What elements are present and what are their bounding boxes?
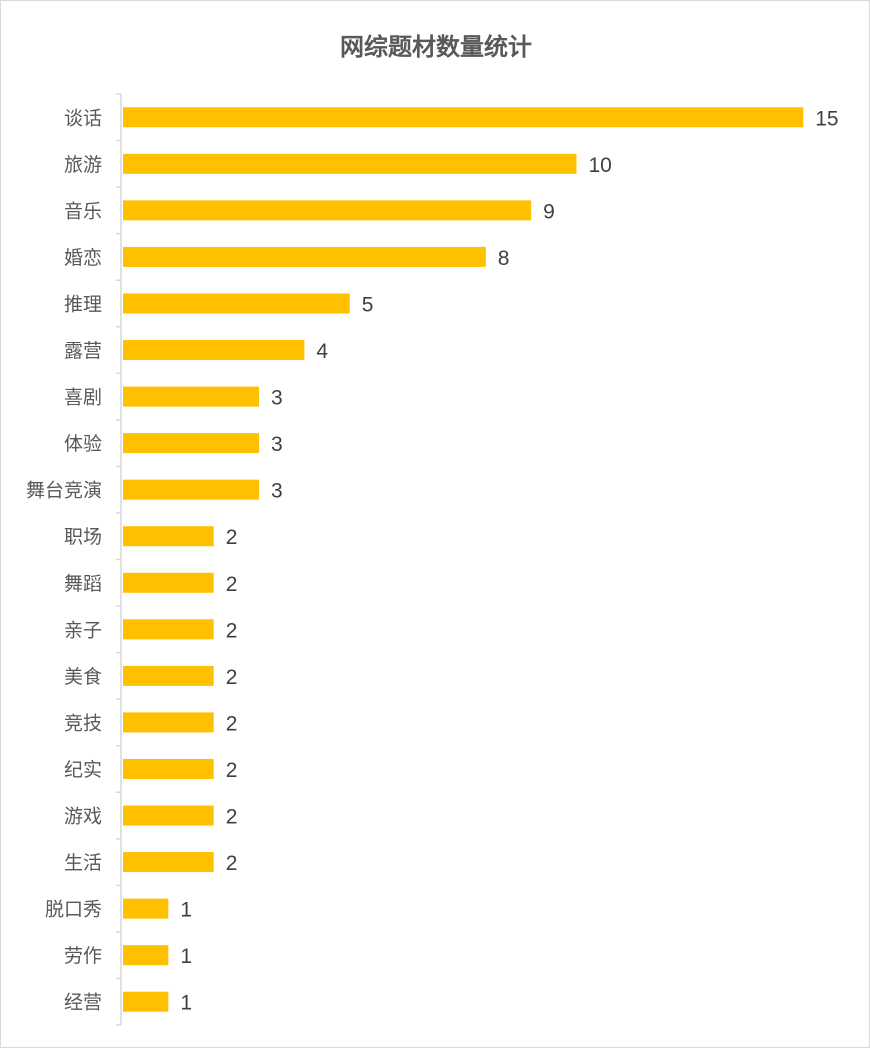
category-label: 旅游 xyxy=(64,154,102,176)
label-layer: 谈话 15 旅游 10 音乐 9 婚恋 8 推理 5 露营 4 喜剧 3 体验 3 舞台竞演 3 职场 2 舞蹈 2 亲子 2… xyxy=(26,107,839,1014)
data-label: 2 xyxy=(226,806,238,829)
bar xyxy=(123,805,214,826)
bar xyxy=(123,340,305,361)
category-label: 舞台竞演 xyxy=(26,480,102,502)
data-label: 9 xyxy=(543,200,555,223)
bar xyxy=(123,991,169,1012)
bar-layer xyxy=(123,107,804,1012)
category-label: 竞技 xyxy=(64,712,102,734)
bar xyxy=(123,433,260,454)
data-label: 2 xyxy=(226,619,238,642)
bar xyxy=(123,293,350,314)
bar xyxy=(123,712,214,733)
category-label: 音乐 xyxy=(64,200,102,222)
data-label: 3 xyxy=(271,387,283,410)
category-label: 生活 xyxy=(64,852,102,874)
category-label: 劳作 xyxy=(64,945,102,967)
bar xyxy=(123,758,214,779)
data-label: 2 xyxy=(226,712,238,735)
data-label: 2 xyxy=(226,526,238,549)
data-label: 1 xyxy=(180,899,192,922)
category-label: 亲子 xyxy=(64,619,102,641)
category-label: 体验 xyxy=(64,433,102,455)
data-label: 2 xyxy=(226,573,238,596)
data-label: 3 xyxy=(271,480,283,503)
bar xyxy=(123,619,214,640)
data-label: 2 xyxy=(226,852,238,875)
bar xyxy=(123,200,532,221)
category-label: 脱口秀 xyxy=(45,899,102,921)
data-label: 10 xyxy=(589,154,612,177)
category-label: 美食 xyxy=(64,666,102,688)
data-label: 15 xyxy=(815,107,838,130)
category-label: 经营 xyxy=(64,992,102,1014)
bar xyxy=(123,479,260,500)
bar xyxy=(123,153,577,174)
bar xyxy=(123,386,260,407)
data-label: 2 xyxy=(226,666,238,689)
category-label: 游戏 xyxy=(64,806,102,828)
bar xyxy=(123,246,486,267)
bar xyxy=(123,572,214,593)
data-label: 3 xyxy=(271,433,283,456)
data-label: 1 xyxy=(180,945,192,968)
data-label: 4 xyxy=(316,340,328,363)
data-label: 5 xyxy=(362,293,374,316)
data-label: 2 xyxy=(226,759,238,782)
bar xyxy=(123,945,169,966)
category-label: 谈话 xyxy=(64,107,102,129)
category-label: 婚恋 xyxy=(64,247,102,269)
category-label: 舞蹈 xyxy=(64,573,102,595)
category-label: 喜剧 xyxy=(64,387,102,409)
category-label: 露营 xyxy=(64,340,102,362)
bar xyxy=(123,107,804,128)
data-label: 8 xyxy=(498,247,510,270)
data-label: 1 xyxy=(180,992,192,1015)
bar xyxy=(123,526,214,547)
category-label: 推理 xyxy=(64,293,102,315)
bar xyxy=(123,665,214,686)
axis-layer xyxy=(116,93,122,1026)
category-label: 纪实 xyxy=(64,759,102,781)
bar xyxy=(123,852,214,873)
category-label: 职场 xyxy=(64,526,102,548)
chart-title: 网综题材数量统计 xyxy=(340,33,532,61)
bar xyxy=(123,898,169,919)
